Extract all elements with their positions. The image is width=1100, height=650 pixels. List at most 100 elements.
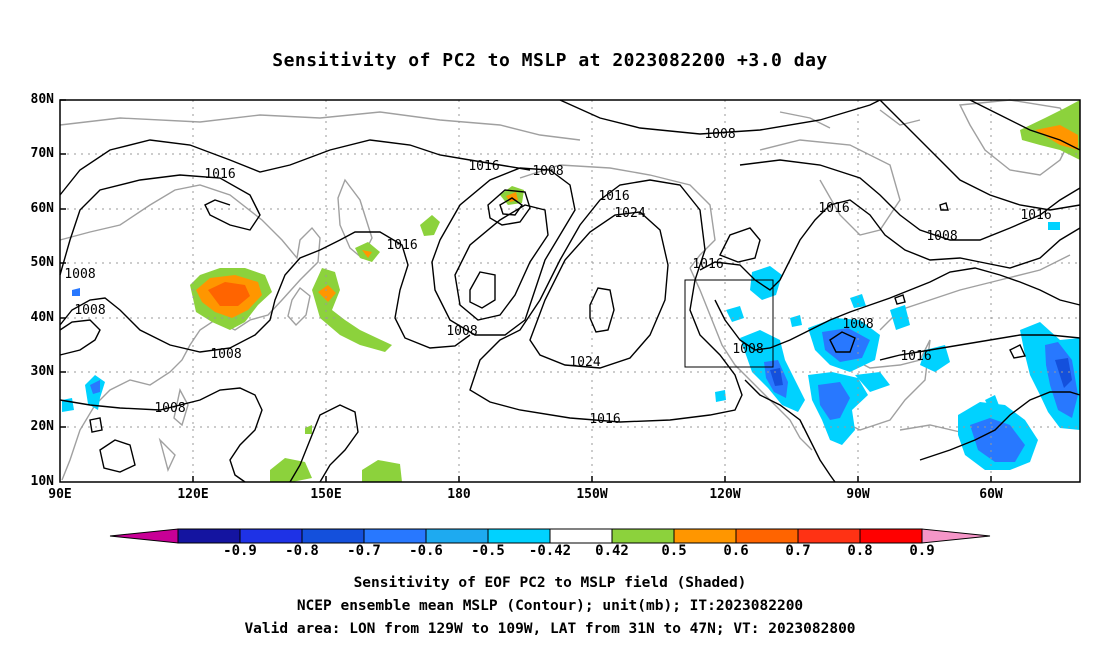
- contour-label: 1008: [926, 229, 957, 244]
- contour-low-outer: [431, 167, 576, 336]
- contour-na-small1: [829, 331, 856, 353]
- footer-line-2: NCEP ensemble mean MSLP (Contour); unit(…: [296, 598, 804, 614]
- contour-north-1016: [59, 139, 531, 196]
- philippines-coast: [158, 387, 189, 473]
- lon-label: 150W: [576, 487, 608, 502]
- lon-label: 90W: [846, 487, 870, 502]
- shade-neg-caribbean-core: [970, 418, 1025, 462]
- contour-label: 1008: [210, 347, 241, 362]
- colorbar-label: 0.5: [661, 543, 687, 559]
- contour-south-small: [89, 417, 103, 433]
- shade-neg-nw-america2: [726, 306, 744, 322]
- grid: [60, 100, 1080, 482]
- lat-label: 40N: [30, 310, 54, 325]
- contour-low-core: [487, 189, 531, 226]
- contour-label: 1008: [446, 324, 477, 339]
- contour-label: 1008: [532, 164, 563, 179]
- contour-label: 1008: [704, 127, 735, 142]
- colorbar-label: -0.7: [347, 543, 381, 559]
- lat-label: 70N: [30, 146, 54, 161]
- shade-neg-west-asia-core: [90, 380, 100, 394]
- lat-label: 30N: [30, 364, 54, 379]
- lon-label: 120E: [177, 487, 209, 502]
- contour-arctic-1008: [559, 99, 881, 135]
- contour-na-small2: [894, 294, 906, 305]
- contour-label: 1016: [589, 412, 620, 427]
- valid-area-box: [684, 279, 774, 368]
- footer-line-3: Valid area: LON from 129W to 109W, LAT f…: [244, 621, 856, 637]
- contour-na-1008: [739, 159, 1081, 241]
- hudson-coast: [759, 139, 901, 236]
- contour-na-mid-1008: [714, 267, 1081, 351]
- colorbar-label: -0.5: [471, 543, 505, 559]
- contour-labels: 1016 1008 1016 1008 1016 1024 1016 1008 …: [64, 127, 1051, 427]
- contour-label: 1008: [154, 401, 185, 416]
- contour-high-1024a: [529, 211, 669, 369]
- colorbar-label: 0.6: [723, 543, 749, 559]
- positive-shading: [190, 100, 1080, 482]
- contour-high-1024b: [589, 287, 615, 333]
- contour-label: 1016: [818, 201, 849, 216]
- contour-south-asia: [99, 439, 136, 473]
- greenland-coast: [958, 99, 1076, 176]
- contour-asia-west: [59, 319, 101, 356]
- na-east-coast: [879, 254, 1071, 331]
- contour-atl-south: [919, 391, 1081, 461]
- lon-label: 90E: [48, 487, 72, 502]
- contour-label: 1016: [1020, 208, 1051, 223]
- shade-pos-pacific-south2: [362, 460, 402, 482]
- lat-label: 50N: [30, 255, 54, 270]
- contour-east-pacific: [719, 227, 761, 263]
- shade-neg-north-us3: [790, 315, 802, 327]
- contour-north2: [59, 174, 261, 276]
- shade-neg-asia-dot: [72, 288, 80, 296]
- lon-label: 150E: [310, 487, 342, 502]
- contour-greenland-1016: [879, 99, 1081, 211]
- lat-label: 60N: [30, 201, 54, 216]
- contour-low-core2: [499, 197, 523, 216]
- shade-neg-nw-america: [750, 266, 782, 300]
- lon-label: 120W: [709, 487, 741, 502]
- contour-label: 1008: [64, 267, 95, 282]
- shade-pos-bering: [420, 215, 440, 236]
- contour-label: 1008: [732, 342, 763, 357]
- contour-east-north: [969, 99, 1081, 151]
- arctic-coast: [59, 111, 581, 141]
- map-title: Sensitivity of PC2 to MSLP at 2023082200…: [272, 50, 828, 71]
- colorbar-label: -0.9: [223, 543, 257, 559]
- contour-label: 1016: [692, 257, 723, 272]
- lat-label: 80N: [30, 92, 54, 107]
- shade-pos-pacific-dot: [305, 425, 312, 434]
- kamchatka-coast: [337, 178, 373, 260]
- shade-neg-east-us: [920, 345, 950, 372]
- shade-pos-japan-core: [318, 285, 336, 302]
- contour-na-1016: [699, 199, 1081, 291]
- shade-neg-west-us-deep: [770, 368, 783, 386]
- lon-label: 180: [447, 487, 471, 502]
- lat-label: 20N: [30, 419, 54, 434]
- contour-low-mid: [454, 204, 549, 321]
- contour-label: 1024: [569, 355, 600, 370]
- contour-label: 1016: [204, 167, 235, 182]
- contour-label: 1016: [386, 238, 417, 253]
- negative-shading: [62, 222, 1080, 470]
- contour-pacific-south: [289, 404, 359, 483]
- na-west-coast: [689, 267, 813, 451]
- contour-low-inner: [469, 271, 496, 309]
- japan-coast: [287, 286, 311, 327]
- contour-label: 1016: [598, 189, 629, 204]
- contour-na-south-1016: [744, 379, 836, 483]
- shade-pos-japan: [312, 268, 392, 352]
- asia-coast: [59, 184, 321, 481]
- contour-na-small3: [939, 202, 949, 211]
- lat-label: 10N: [30, 474, 54, 489]
- colorbar-label: -0.6: [409, 543, 443, 559]
- colorbar-label: -0.42: [528, 543, 572, 559]
- tick-marks: [60, 99, 992, 482]
- shade-neg-gulf: [855, 372, 890, 392]
- contour-label: 1016: [900, 349, 931, 364]
- shade-pos-kamchatka-core: [362, 250, 372, 258]
- contour-label: 1024: [614, 206, 645, 221]
- colorbar-label: 0.7: [785, 543, 811, 559]
